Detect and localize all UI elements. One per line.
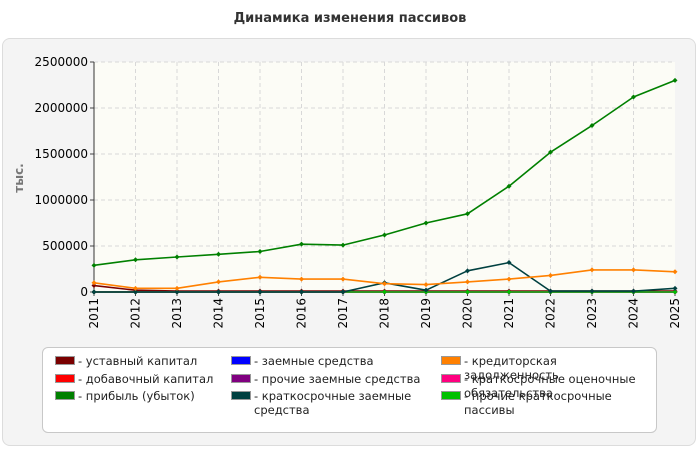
line-chart: тыс. 0 500000 1000000 1500000 2000000 2500000…	[12, 55, 682, 329]
data-point	[340, 276, 346, 282]
x-tick-label: 2020	[461, 298, 475, 329]
data-point	[631, 94, 636, 100]
x-tick-label: 2022	[544, 298, 558, 329]
data-point	[672, 269, 678, 275]
legend-label: - заемные средства	[254, 354, 374, 368]
data-point	[382, 281, 387, 287]
data-point	[299, 276, 304, 282]
data-point	[133, 289, 138, 295]
data-point	[506, 260, 512, 266]
legend-swatch	[231, 356, 251, 365]
data-point	[299, 289, 304, 295]
chart-title: Динамика изменения пассивов	[233, 11, 467, 26]
data-point	[174, 254, 180, 260]
y-tick-label: 1000000	[35, 193, 88, 207]
x-tick-label: 2011	[87, 298, 101, 329]
data-point	[465, 279, 470, 285]
legend-swatch	[55, 391, 75, 400]
data-point	[631, 288, 636, 294]
data-point	[174, 285, 180, 291]
chart-legend: - уставный капитал - добавочный капитал - …	[42, 347, 657, 433]
data-point	[548, 149, 553, 155]
data-point	[423, 287, 429, 293]
y-tick-label: 0	[80, 285, 88, 299]
data-point	[423, 282, 429, 288]
data-point	[672, 77, 678, 83]
legend-label: - прочие краткосрочные пассивы	[464, 389, 612, 417]
x-tick-label: 2015	[253, 298, 267, 329]
data-point	[506, 276, 512, 282]
data-point	[133, 285, 138, 291]
data-point	[91, 262, 97, 268]
data-point	[257, 249, 263, 255]
legend-label: - краткосрочные оценочные обязательства	[464, 372, 636, 400]
data-point	[257, 289, 263, 295]
data-point	[257, 274, 263, 280]
data-point	[91, 289, 97, 295]
data-point	[382, 289, 387, 295]
y-tick-label: 2000000	[35, 101, 88, 115]
data-point	[216, 251, 221, 257]
data-point	[465, 211, 470, 217]
x-tick-label: 2021	[502, 298, 516, 329]
data-point	[589, 122, 595, 128]
x-tick-label: 2019	[419, 298, 433, 329]
data-point	[589, 288, 595, 294]
data-point	[589, 267, 595, 273]
data-point	[548, 272, 553, 278]
data-point	[299, 241, 304, 247]
data-point	[340, 289, 346, 295]
x-tick-label: 2012	[129, 298, 143, 329]
data-point	[133, 257, 138, 263]
y-tick-label: 1500000	[35, 147, 88, 161]
data-point	[631, 267, 636, 273]
data-point	[91, 283, 97, 289]
data-point	[216, 289, 221, 295]
legend-label: - кредиторская задолженность	[464, 354, 559, 382]
y-tick-label: 500000	[42, 239, 88, 253]
data-point	[465, 268, 470, 274]
x-tick-label: 2024	[627, 298, 641, 329]
x-tick-label: 2023	[585, 298, 599, 329]
legend-label: - прибыль (убыток)	[78, 389, 195, 403]
data-point	[506, 183, 512, 189]
x-tick-label: 2018	[378, 298, 392, 329]
legend-label: - прочие заемные средства	[254, 372, 421, 386]
legend-swatch	[55, 356, 75, 365]
legend-swatch	[441, 374, 461, 383]
data-point	[672, 289, 678, 295]
data-point	[423, 220, 429, 226]
legend-label: - уставный капитал	[78, 354, 198, 368]
y-axis-label: тыс.	[12, 163, 26, 192]
data-point	[506, 289, 512, 295]
legend-label: - добавочный капитал	[78, 372, 214, 386]
legend-swatch	[441, 356, 461, 365]
data-point	[672, 285, 678, 291]
x-tick-label: 2014	[212, 298, 226, 329]
x-tick-label: 2025	[668, 298, 682, 329]
data-point	[91, 280, 97, 286]
data-point	[382, 232, 387, 238]
legend-swatch	[231, 391, 251, 400]
legend-label: - краткосрочные заемные средства	[254, 389, 412, 417]
legend-swatch	[55, 374, 75, 383]
x-tick-label: 2016	[295, 298, 309, 329]
data-point	[174, 289, 180, 295]
x-tick-label: 2017	[336, 298, 350, 329]
legend-swatch	[441, 391, 461, 400]
data-point	[340, 242, 346, 248]
x-tick-label: 2013	[170, 298, 184, 329]
data-point	[216, 279, 221, 285]
legend-swatch	[231, 374, 251, 383]
data-point	[465, 289, 470, 295]
data-point	[548, 288, 553, 294]
y-tick-label: 2500000	[35, 55, 88, 69]
